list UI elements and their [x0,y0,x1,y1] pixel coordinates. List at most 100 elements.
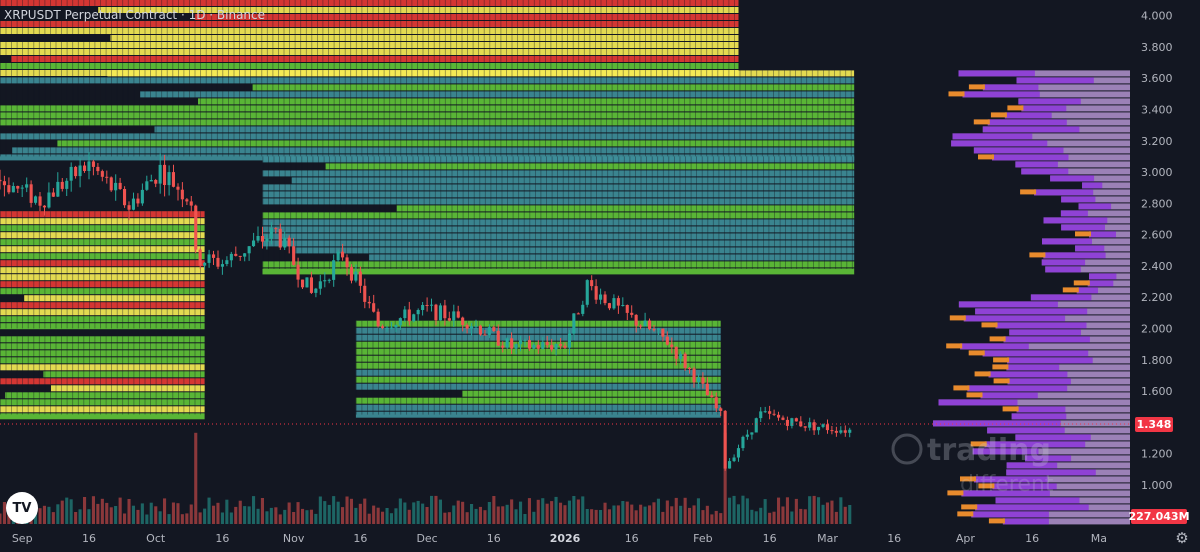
heatmap-gridline [100,0,101,71]
profile-bar-marker [993,378,1010,384]
volume-bar [630,504,634,524]
heatmap-gridline [557,156,558,269]
volume-bar [625,501,629,524]
volume-bar [572,496,576,524]
heatmap-gridline [38,0,40,71]
candle [305,277,309,288]
time-tick-label: 16 [215,532,229,545]
volume-bar [710,514,714,524]
candle [363,278,367,309]
volume-bar [639,504,643,524]
candle [465,323,469,334]
candle-body [785,419,789,426]
candle-body [56,181,60,197]
heatmap-gridline [696,156,697,269]
candle-body [229,253,233,261]
heatmap-gridline [255,0,257,71]
candle-body [2,181,6,186]
heatmap-gridline [127,211,129,329]
heatmap-gridline [367,320,368,415]
candle [260,226,264,249]
heatmap-gridline [172,70,174,157]
heatmap-gridline [378,70,379,157]
candle [670,337,674,354]
heatmap-gridline [606,320,607,415]
heatmap-gridline [668,156,670,269]
candle-body [501,345,505,348]
candle [74,165,78,179]
symbol-title[interactable]: XRPUSDT Perpetual Contract · 1D · Binanc… [4,8,265,22]
volume-value: 227.043M [1128,510,1189,523]
candle [56,172,60,197]
heatmap-gridline [507,156,508,269]
candle [229,251,233,268]
volume-bar [510,499,514,524]
heatmap-gridline [127,336,129,415]
heatmap-cell [0,232,205,239]
profile-bar-total [960,343,1130,350]
candle-body [519,340,523,345]
heatmap-cell [396,205,855,212]
candle-body [438,305,442,321]
candle-body [385,327,389,329]
heatmap-gridline [479,156,481,269]
heatmap-gridline [622,0,624,71]
volume-bar [674,497,678,524]
heatmap-gridline [44,211,46,329]
heatmap-gridline [573,156,575,269]
watermark-line1: trading [927,433,1051,468]
candle-body [536,344,540,349]
heatmap-gridline [823,70,824,157]
candle-body [759,411,763,419]
candle-body [234,253,238,256]
heatmap-gridline [539,320,541,415]
heatmap-gridline [50,70,51,157]
heatmap-cell [262,212,855,219]
heatmap-gridline [550,320,552,415]
candle-body [194,205,198,250]
candle [710,391,714,398]
candle [78,158,82,188]
heatmap-gridline [457,156,458,269]
profile-row [1061,224,1130,231]
heatmap-gridline [707,156,709,269]
heatmap-gridline [767,70,769,157]
heatmap-gridline [656,70,657,157]
heatmap-gridline [789,70,791,157]
heatmap-band [262,156,855,275]
time-tick-label: Apr [956,532,976,545]
candle [510,332,514,355]
heatmap-gridline [127,70,129,157]
profile-bar-segment [1006,469,1096,476]
volume-bar [145,514,149,524]
candle [701,372,705,389]
heatmap-gridline [517,0,518,71]
heatmap-gridline [490,156,492,269]
candle-body [292,246,296,265]
profile-bar-marker [949,315,966,321]
profile-row [953,385,1130,392]
volume-bar [381,511,385,524]
heatmap-cell [462,390,721,397]
heatmap-gridline [295,156,297,269]
price-tick-label: 3.600 [1141,72,1173,85]
gear-icon[interactable]: ⚙ [1175,529,1189,547]
volume-bar [56,504,60,524]
tradingview-logo-icon[interactable]: TV [6,492,38,524]
time-axis[interactable]: Sep 16 Oct 16 Nov 16 Dec 16 2026 16 Feb 16 Mar 16 Apr 1… [12,532,1107,545]
volume-bar [777,497,781,524]
heatmap-gridline [305,0,307,71]
heatmap-gridline [390,156,392,269]
heatmap-gridline [561,70,563,157]
profile-bar-marker [992,364,1009,370]
candle-body [247,246,251,254]
volume-bar [163,498,167,524]
candle-body [416,310,420,315]
heatmap-gridline [807,156,809,269]
candle-body [794,418,798,422]
heatmap-cell [140,91,855,98]
heatmap-gridline [378,0,379,71]
candle [630,305,634,318]
heatmap-gridline [500,0,502,71]
